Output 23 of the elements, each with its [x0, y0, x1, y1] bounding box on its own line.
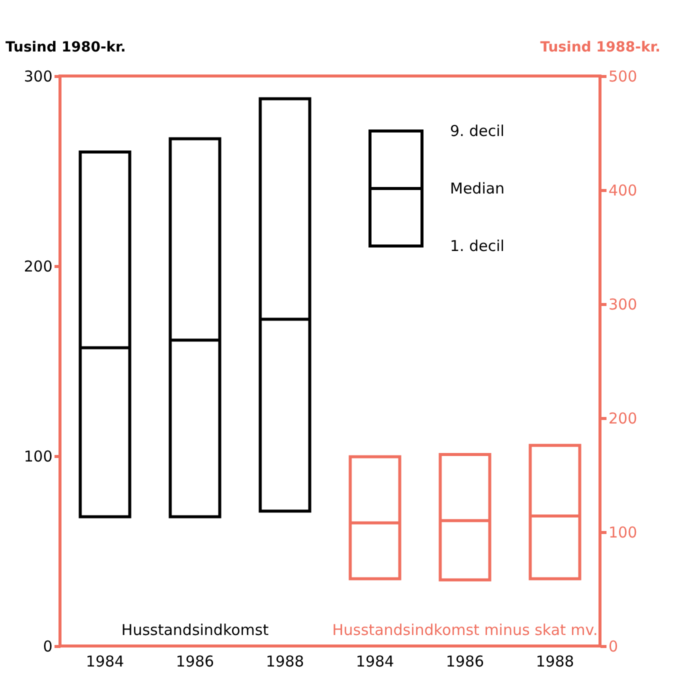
- y2-axis-title: Tusind 1988-kr.: [540, 40, 660, 56]
- annotation: 1. decil: [450, 237, 504, 255]
- annotation: 9. decil: [450, 122, 504, 140]
- y-tick-label: 200: [24, 258, 52, 276]
- y2-tick-label: 0: [608, 638, 618, 656]
- x-tick-label: 1988: [536, 652, 574, 670]
- x-tick-label: 1984: [356, 652, 394, 670]
- y2-tick-label: 200: [608, 410, 638, 428]
- annotation: Median: [450, 180, 505, 198]
- x-tick-label: 1988: [266, 652, 304, 670]
- y-axis-title: Tusind 1980-kr.: [6, 40, 126, 56]
- x-tick-label: 1984: [86, 652, 124, 670]
- text: Husstandsindkomst: [121, 621, 269, 639]
- y-tick-label: 100: [24, 448, 52, 466]
- y-tick-label: 0: [42, 638, 52, 656]
- y2-tick-label: 400: [608, 182, 638, 200]
- y2-tick-label: 300: [608, 296, 638, 314]
- y2-tick-label: 500: [608, 68, 638, 86]
- y2-tick-label: 100: [608, 524, 638, 542]
- y-tick-label: 300: [24, 68, 52, 86]
- text: Husstandsindkomst minus skat mv.: [332, 621, 598, 639]
- x-tick-label: 1986: [176, 652, 214, 670]
- x-tick-label: 1986: [446, 652, 484, 670]
